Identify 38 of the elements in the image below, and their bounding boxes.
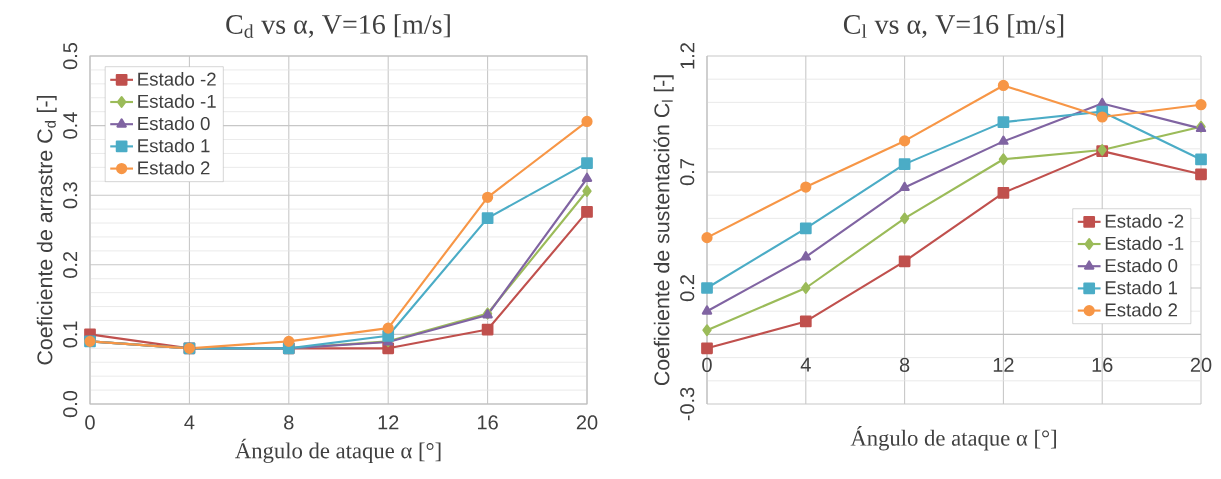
legend-label: Estado 0 <box>1105 258 1178 273</box>
legend-label: Estado -1 <box>1105 236 1184 250</box>
x-tick-label: 8 <box>284 415 294 430</box>
x-tick-label: 20 <box>1190 357 1212 372</box>
y-tick-label: 0.4 <box>63 112 78 139</box>
y-tick-label: 0.1 <box>63 321 78 348</box>
legend-label: Estado -1 <box>138 94 216 108</box>
y-tick-label: 0.0 <box>63 390 78 418</box>
x-axis-title: Ángulo de ataque α [°] <box>235 438 441 464</box>
y-tick-label: 0.2 <box>63 251 78 278</box>
x-tick-label: 4 <box>184 415 195 430</box>
chart-title: C$_{d}$ vs α, V=16 [m/s] <box>226 14 450 38</box>
x-axis-title: Ángulo de ataque α [°] <box>850 426 1056 451</box>
y-tick-label: 0.2 <box>680 275 695 302</box>
y-tick-label: 0.7 <box>680 159 695 186</box>
x-tick-label: 12 <box>378 415 399 430</box>
legend-label: Estado 2 <box>1105 302 1178 317</box>
y-tick-label: 0.5 <box>63 42 78 70</box>
legend-label: Estado 1 <box>138 138 210 153</box>
y-tick-label: -0.3 <box>680 387 695 421</box>
chart-title: C$_{l}$ vs α, V=16 [m/s] <box>843 14 1064 38</box>
x-tick-label: 4 <box>800 357 811 372</box>
x-tick-label: 16 <box>478 415 498 430</box>
x-tick-label: 0 <box>85 415 95 430</box>
y-tick-label: 1.2 <box>680 43 695 69</box>
x-tick-label: 16 <box>1092 357 1113 372</box>
y-axis-title: Coeficiente de sustentación C$_{l}$ [-] <box>653 75 674 386</box>
x-tick-label: 20 <box>576 415 598 430</box>
x-tick-label: 12 <box>993 357 1014 372</box>
y-tick-label: 0.3 <box>63 182 78 209</box>
x-tick-label: 0 <box>702 357 712 372</box>
legend-label: Estado -2 <box>138 72 216 86</box>
legend-label: Estado 0 <box>138 116 210 131</box>
y-axis-title: Coeficiente de arrastre C$_{d}$ [-] <box>36 96 57 365</box>
legend-label: Estado 1 <box>1105 280 1178 295</box>
legend-label: Estado -2 <box>1105 214 1184 228</box>
legend-label: Estado 2 <box>138 160 210 175</box>
x-tick-label: 8 <box>899 357 910 372</box>
